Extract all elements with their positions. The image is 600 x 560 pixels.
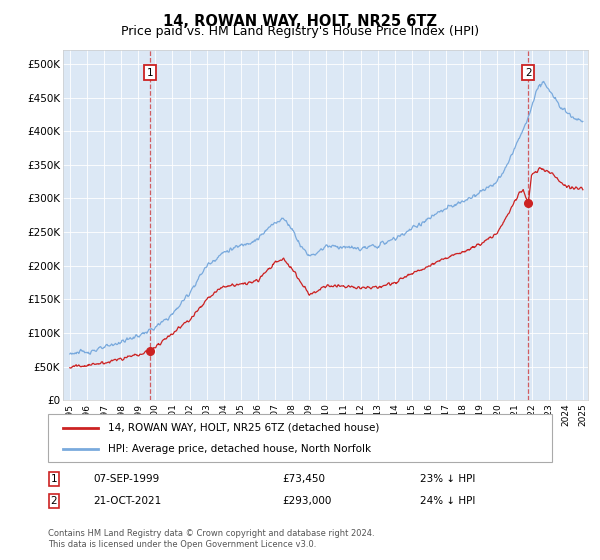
Text: 07-SEP-1999: 07-SEP-1999 [93,474,159,484]
Text: 2: 2 [50,496,58,506]
Text: 1: 1 [146,68,153,78]
Text: Price paid vs. HM Land Registry's House Price Index (HPI): Price paid vs. HM Land Registry's House … [121,25,479,38]
Text: 14, ROWAN WAY, HOLT, NR25 6TZ (detached house): 14, ROWAN WAY, HOLT, NR25 6TZ (detached … [109,423,380,433]
Text: 2: 2 [525,68,532,78]
Text: Contains HM Land Registry data © Crown copyright and database right 2024.
This d: Contains HM Land Registry data © Crown c… [48,529,374,549]
Text: 23% ↓ HPI: 23% ↓ HPI [420,474,475,484]
Text: 24% ↓ HPI: 24% ↓ HPI [420,496,475,506]
Text: 14, ROWAN WAY, HOLT, NR25 6TZ: 14, ROWAN WAY, HOLT, NR25 6TZ [163,14,437,29]
Text: £293,000: £293,000 [282,496,331,506]
Text: 21-OCT-2021: 21-OCT-2021 [93,496,161,506]
Text: £73,450: £73,450 [282,474,325,484]
FancyBboxPatch shape [48,414,552,462]
Text: HPI: Average price, detached house, North Norfolk: HPI: Average price, detached house, Nort… [109,444,371,454]
Text: 1: 1 [50,474,58,484]
